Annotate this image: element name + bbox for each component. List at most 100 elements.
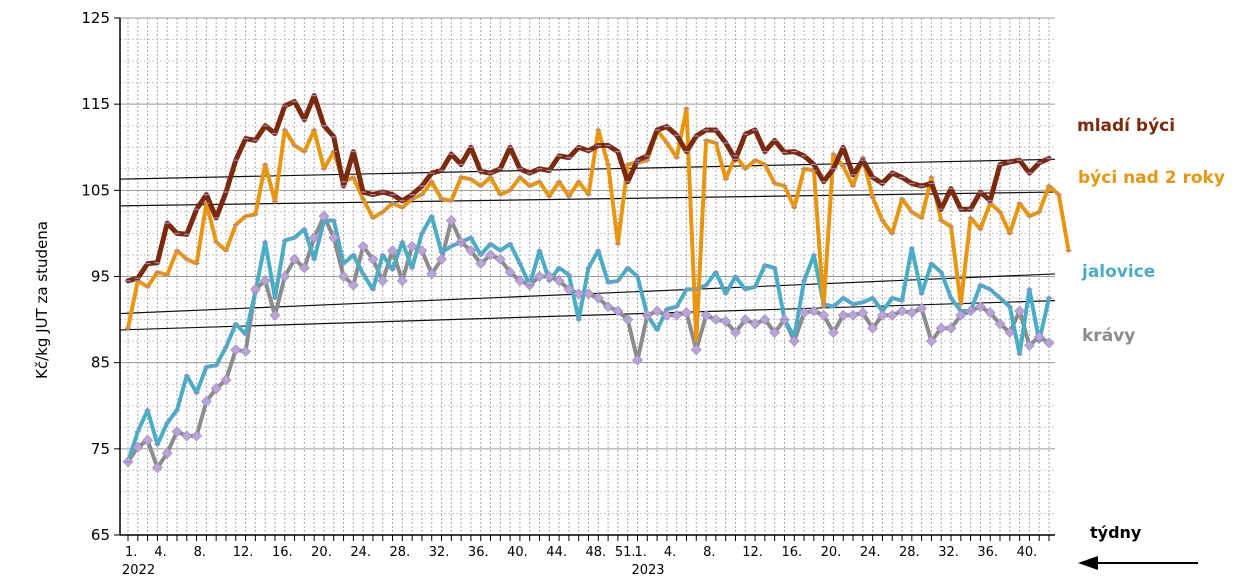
legend-label: jalovice [1081, 262, 1155, 282]
data-point-marker [818, 309, 830, 321]
data-point-marker [788, 335, 800, 347]
data-point-marker [151, 462, 163, 474]
data-point-marker [837, 309, 849, 321]
y-axis-label: Kč/kg JUT za studena [33, 221, 51, 379]
x-tick-label: 32. [938, 545, 959, 560]
y-tick-label: 125 [81, 9, 110, 27]
data-point-marker [298, 262, 310, 274]
series-markers [122, 94, 1072, 474]
data-point-marker [720, 315, 732, 327]
x-tick-label: 1. [634, 545, 646, 560]
data-point-marker [690, 344, 702, 356]
data-point-marker [592, 292, 604, 304]
data-point-marker [132, 441, 144, 453]
data-point-marker [1004, 327, 1016, 338]
x-tick-label: 40. [1017, 545, 1038, 560]
data-point-marker [1014, 305, 1026, 317]
data-point-marker [622, 314, 634, 326]
x-tick-label: 12. [233, 545, 254, 560]
data-point-marker [1043, 337, 1055, 349]
year-label: 2022 [122, 563, 155, 578]
x-tick-label: 16. [272, 545, 293, 560]
x-tick-label: 4. [664, 545, 676, 560]
data-point-marker [984, 307, 996, 319]
data-point-marker [269, 309, 281, 321]
x-tick-label: 24. [860, 545, 881, 560]
data-point-marker [710, 314, 722, 326]
data-point-marker [347, 279, 359, 291]
x-tick-label: 51. [615, 545, 636, 560]
data-point-marker [808, 305, 820, 317]
data-point-marker [886, 309, 898, 321]
data-point-marker [671, 309, 683, 321]
data-point-marker [739, 314, 751, 326]
data-point-marker [200, 396, 212, 407]
data-point-marker [161, 447, 173, 459]
legend-label: krávy [1082, 326, 1135, 346]
x-tick-label: 28. [390, 545, 411, 560]
data-point-marker [896, 305, 908, 317]
data-point-marker [191, 430, 203, 442]
x-tick-labels: 1. 4. 8. 12. 16. 20. 24. 28. 32. 36. 40. 44. 48. 51.1… [122, 545, 1037, 578]
data-point-marker [651, 305, 663, 317]
data-point-marker [289, 253, 300, 265]
data-point-marker [504, 266, 516, 278]
data-point-marker [563, 284, 575, 295]
data-point-marker [857, 307, 869, 319]
legend-label: býci nad 2 roky [1078, 168, 1225, 188]
legend: mladí býci býci nad 2 roky jalovice krávy [1077, 116, 1225, 346]
data-point-marker [769, 327, 781, 338]
data-point-marker [279, 271, 291, 282]
data-point-marker [494, 253, 506, 265]
data-point-marker [426, 268, 438, 280]
y-tick-label: 115 [81, 95, 110, 113]
data-point-marker [730, 327, 741, 338]
data-point-marker [974, 301, 986, 313]
data-point-marker [416, 245, 428, 257]
trendline [119, 191, 1056, 207]
legend-label: mladí býci [1077, 116, 1175, 136]
data-point-marker [994, 318, 1006, 330]
data-point-marker [436, 253, 447, 265]
data-point-marker [916, 302, 928, 314]
data-point-marker [308, 232, 320, 244]
data-point-marker [1023, 340, 1035, 351]
data-point-marker [955, 309, 967, 321]
data-point-marker [602, 301, 614, 313]
x-tick-label: 36. [468, 545, 489, 560]
x-tick-label: 44. [546, 545, 567, 560]
x-tick-label: 20. [821, 545, 842, 560]
x-tick-label: 48. [586, 545, 607, 560]
data-point-marker [749, 318, 761, 330]
data-point-marker [367, 253, 379, 265]
data-point-marker [847, 309, 859, 321]
x-tick-label: 12. [742, 545, 763, 560]
arrow-left-icon [1078, 556, 1198, 570]
data-point-marker [543, 271, 555, 282]
data-point-marker [945, 322, 957, 334]
data-point-marker [259, 275, 271, 287]
data-point-marker [514, 275, 526, 287]
x-tick-label: 8. [194, 545, 206, 560]
data-point-marker [661, 309, 673, 321]
data-point-marker [220, 374, 232, 386]
data-point-marker [210, 383, 222, 394]
y-tick-label: 65 [91, 526, 110, 544]
data-point-marker [396, 275, 408, 287]
x-tick-label: 1. [125, 545, 137, 560]
x-tick-label: 8. [703, 545, 715, 560]
data-point-marker [935, 322, 947, 334]
data-point-marker [240, 346, 251, 357]
data-point-marker [700, 309, 712, 321]
x-tick-label: 4. [154, 545, 166, 560]
data-point-marker [377, 275, 389, 287]
y-tick-label: 105 [81, 181, 110, 199]
data-point-marker [632, 354, 643, 366]
x-tick-label: 28. [899, 545, 920, 560]
x-tick-label: 20. [311, 545, 332, 560]
data-point-marker [877, 309, 888, 321]
data-point-marker [181, 430, 193, 442]
x-axis-label: týdny [1090, 523, 1142, 542]
data-point-marker [142, 434, 154, 446]
